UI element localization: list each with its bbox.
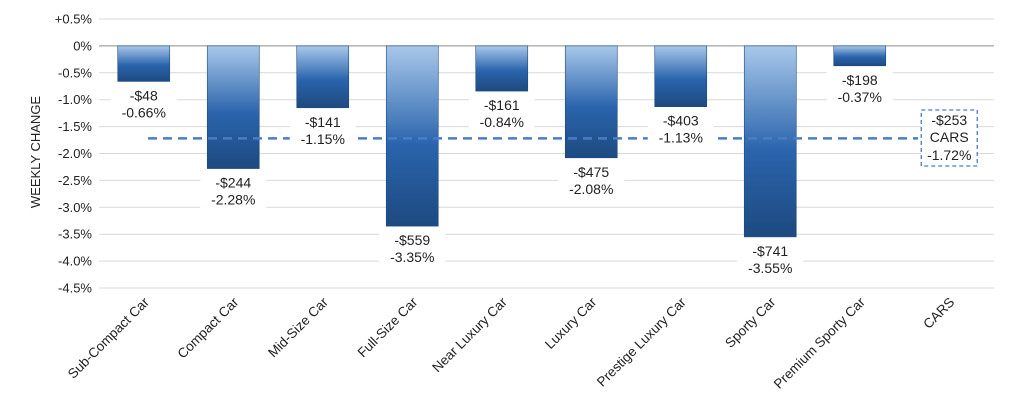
y-tick-label: -3.5% xyxy=(58,227,92,242)
y-tick-label: 0% xyxy=(73,38,92,53)
percent-label: -2.28% xyxy=(211,192,255,208)
dollar-label: -$403 xyxy=(663,113,699,129)
reference-label-box xyxy=(920,109,978,167)
data-label-bg xyxy=(647,111,714,148)
category-label: Sporty Car xyxy=(722,294,779,351)
dollar-label: -$244 xyxy=(215,175,251,191)
percent-label: -0.84% xyxy=(480,114,524,130)
dollar-label: -$198 xyxy=(842,72,878,88)
dollar-label: -$741 xyxy=(752,243,788,259)
category-label: CARS xyxy=(920,295,957,332)
data-label-bg xyxy=(289,112,356,149)
y-tick-label: -0.5% xyxy=(58,65,92,80)
percent-label: -3.55% xyxy=(748,260,792,276)
bars xyxy=(117,45,887,238)
category-label: Premium Sporty Car xyxy=(771,294,868,391)
y-tick-label: -3.0% xyxy=(58,200,92,215)
percent-label: -0.66% xyxy=(122,104,166,120)
category-label: Sub-Compact Car xyxy=(65,294,152,381)
data-label-bg xyxy=(200,173,267,210)
bar xyxy=(475,45,529,92)
dollar-label: -$475 xyxy=(573,164,609,180)
percent-label: -2.08% xyxy=(569,181,613,197)
reference-dollar-label: -$253 xyxy=(931,112,967,128)
category-label: Prestige Luxury Car xyxy=(594,294,689,389)
y-tick-label: +0.5% xyxy=(55,12,93,27)
y-axis-ticks: +0.5% 0% -0.5% -1.0% -1.5% -2.0% -2.5% -3.0% -3.… xyxy=(55,12,93,296)
y-tick-label: -4.0% xyxy=(58,254,92,269)
data-label-bg xyxy=(826,70,893,107)
y-tick-label: -4.5% xyxy=(58,281,92,296)
reference-percent-label: -1.72% xyxy=(927,147,971,163)
bar xyxy=(385,45,439,227)
bar xyxy=(564,45,618,159)
category-label: Compact Car xyxy=(175,294,242,361)
reference-name-label: CARS xyxy=(930,129,969,145)
category-label: Near Luxury Car xyxy=(429,294,510,375)
data-labels: -$48-0.66%-$244-2.28%-$141-1.15%-$559-3.… xyxy=(110,70,978,278)
dollar-label: -$48 xyxy=(130,87,158,103)
dollar-label: -$141 xyxy=(305,114,341,130)
y-tick-label: -1.0% xyxy=(58,92,92,107)
bar xyxy=(296,45,350,109)
category-label: Full-Size Car xyxy=(355,294,421,360)
category-label: Luxury Car xyxy=(542,294,600,352)
data-label-bg xyxy=(379,231,446,268)
data-label-bg xyxy=(737,241,804,278)
y-tick-label: -2.0% xyxy=(58,146,92,161)
percent-label: -3.35% xyxy=(390,249,434,265)
percent-label: -1.13% xyxy=(659,130,703,146)
bar xyxy=(117,45,171,82)
y-axis-title: WEEKLY CHANGE xyxy=(28,96,43,209)
dollar-label: -$559 xyxy=(394,232,430,248)
data-label-bg xyxy=(110,86,177,123)
bar xyxy=(833,45,887,67)
dollar-label: -$161 xyxy=(484,97,520,113)
percent-label: -0.37% xyxy=(838,89,882,105)
bar xyxy=(206,45,260,169)
category-label: Mid-Size Car xyxy=(265,294,331,360)
data-label-bg xyxy=(468,96,535,133)
y-tick-label: -2.5% xyxy=(58,173,92,188)
y-tick-label: -1.5% xyxy=(58,119,92,134)
x-axis-categories: Sub-Compact Car Compact Car Mid-Size Car Fu… xyxy=(65,294,958,391)
bar xyxy=(743,45,797,238)
percent-label: -1.15% xyxy=(301,131,345,147)
bar xyxy=(654,45,708,107)
data-label-bg xyxy=(558,162,625,199)
